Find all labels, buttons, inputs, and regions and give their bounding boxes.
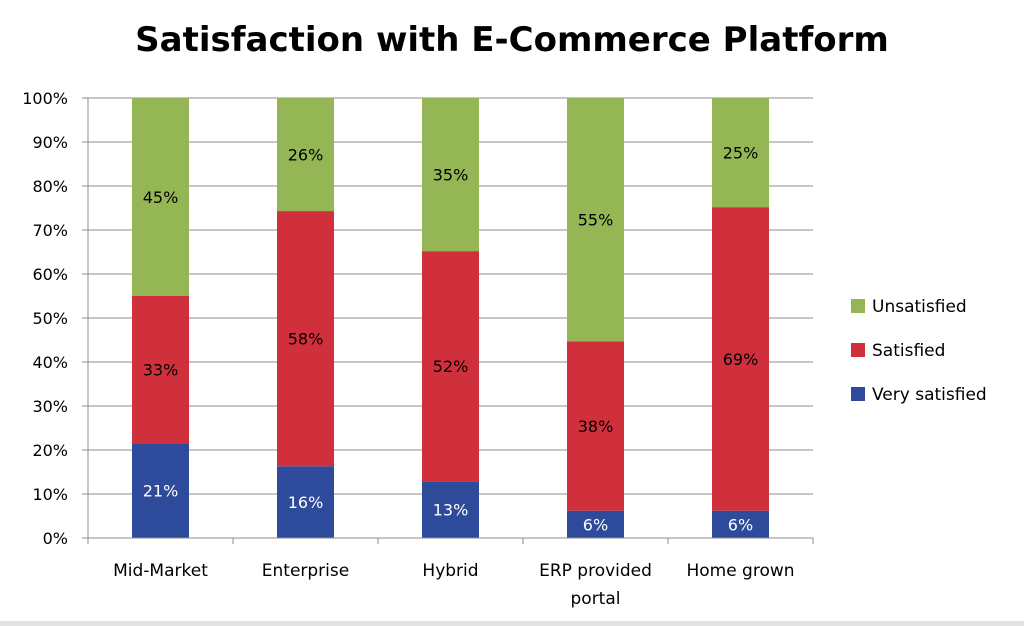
bar-segment — [132, 296, 189, 444]
bar-segment — [422, 98, 479, 252]
data-label: 6% — [728, 515, 753, 534]
data-label: 52% — [433, 357, 469, 376]
bar-segment — [712, 510, 769, 538]
y-tick-label: 80% — [32, 177, 68, 196]
bar-segment — [567, 510, 624, 538]
bar-segment — [277, 98, 334, 212]
axes: 0% 10% 20% 30% 40% 50% 60% 70% 80% 90% 100% Mid-Mar… — [22, 89, 814, 609]
y-tick-label: 100% — [22, 89, 68, 108]
data-label: 55% — [578, 211, 614, 230]
data-label: 21% — [143, 482, 179, 501]
legend-label: Satisfied — [872, 341, 945, 361]
bar-segment — [422, 481, 479, 538]
y-tick-label: 70% — [32, 221, 68, 240]
bar-segment — [277, 211, 334, 467]
y-tick-label: 40% — [32, 353, 68, 372]
bar-segment — [422, 251, 479, 482]
data-label: 13% — [433, 501, 469, 520]
bar-segment — [712, 207, 769, 511]
x-tick-label: ERP provided — [539, 561, 652, 581]
bar-segment — [132, 443, 189, 538]
data-label: 26% — [288, 146, 324, 165]
y-tick-label: 50% — [32, 309, 68, 328]
y-tick-label: 60% — [32, 265, 68, 284]
legend-swatch — [851, 387, 865, 401]
data-label: 33% — [143, 361, 179, 380]
legend-label: Very satisfied — [872, 385, 987, 405]
data-label: 38% — [578, 417, 614, 436]
x-tick-label: Enterprise — [262, 561, 349, 581]
legend-label: Unsatisfied — [872, 297, 967, 317]
data-label: 35% — [433, 166, 469, 185]
bar-segment — [132, 98, 189, 296]
data-label: 69% — [723, 350, 759, 369]
data-labels: 21% 33% 45% 16% 58% 26% 13% 52% 35% 6% 38% 55% 6% 69%… — [143, 144, 759, 535]
x-tick-label: Home grown — [686, 561, 794, 581]
x-tick-label: portal — [571, 589, 621, 609]
data-label: 6% — [583, 515, 608, 534]
bar-segment — [567, 341, 624, 511]
x-tick-label: Hybrid — [422, 561, 478, 581]
bar-segment — [567, 98, 624, 342]
data-label: 45% — [143, 188, 179, 207]
y-tick-label: 20% — [32, 441, 68, 460]
data-label: 58% — [288, 330, 324, 349]
x-tick-label: Mid-Market — [113, 561, 208, 581]
bars — [132, 98, 769, 538]
chart-title: Satisfaction with E-Commerce Platform — [135, 20, 889, 60]
y-tick-label: 90% — [32, 133, 68, 152]
y-tick-label: 30% — [32, 397, 68, 416]
y-tick-label: 10% — [32, 485, 68, 504]
legend: Unsatisfied Satisfied Very satisfied — [851, 297, 987, 405]
legend-swatch — [851, 343, 865, 357]
data-label: 16% — [288, 493, 324, 512]
y-tick-label: 0% — [43, 529, 68, 548]
bottom-divider — [0, 621, 1024, 626]
bar-segment — [712, 98, 769, 208]
bar-segment — [277, 466, 334, 538]
data-label: 25% — [723, 144, 759, 163]
legend-swatch — [851, 299, 865, 313]
